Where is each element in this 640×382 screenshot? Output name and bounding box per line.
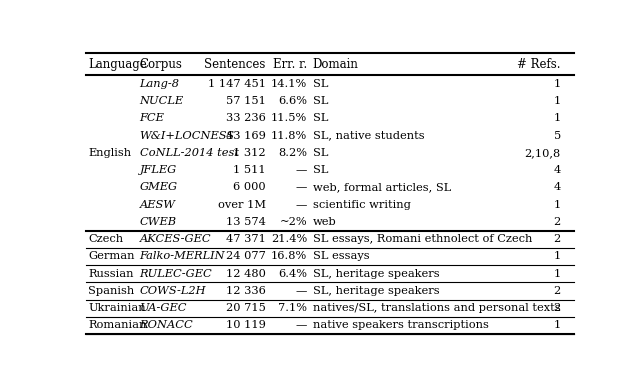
Text: Falko-MERLIN: Falko-MERLIN bbox=[140, 251, 225, 261]
Text: 2,10,8: 2,10,8 bbox=[525, 148, 561, 158]
Text: —: — bbox=[296, 165, 307, 175]
Text: scientific writing: scientific writing bbox=[313, 200, 411, 210]
Text: 16.8%: 16.8% bbox=[271, 251, 307, 261]
Text: web, formal articles, SL: web, formal articles, SL bbox=[313, 183, 451, 193]
Text: SL, native students: SL, native students bbox=[313, 131, 424, 141]
Text: SL: SL bbox=[313, 165, 328, 175]
Text: SL, heritage speakers: SL, heritage speakers bbox=[313, 269, 439, 279]
Text: 1: 1 bbox=[554, 79, 561, 89]
Text: 4: 4 bbox=[554, 165, 561, 175]
Text: SL essays: SL essays bbox=[313, 251, 369, 261]
Text: web: web bbox=[313, 217, 337, 227]
Text: 12 336: 12 336 bbox=[226, 286, 266, 296]
Text: CWEB: CWEB bbox=[140, 217, 177, 227]
Text: Sentences: Sentences bbox=[204, 58, 266, 71]
Text: 13 574: 13 574 bbox=[226, 217, 266, 227]
Text: 24 077: 24 077 bbox=[226, 251, 266, 261]
Text: 8.2%: 8.2% bbox=[278, 148, 307, 158]
Text: 1 312: 1 312 bbox=[233, 148, 266, 158]
Text: 11.8%: 11.8% bbox=[271, 131, 307, 141]
Text: 6.4%: 6.4% bbox=[278, 269, 307, 279]
Text: SL, heritage speakers: SL, heritage speakers bbox=[313, 286, 439, 296]
Text: Russian: Russian bbox=[88, 269, 134, 279]
Text: English: English bbox=[88, 148, 132, 158]
Text: Ukrainian: Ukrainian bbox=[88, 303, 146, 313]
Text: 33 236: 33 236 bbox=[226, 113, 266, 123]
Text: 2: 2 bbox=[554, 217, 561, 227]
Text: 1: 1 bbox=[554, 320, 561, 330]
Text: ~2%: ~2% bbox=[280, 217, 307, 227]
Text: Czech: Czech bbox=[88, 234, 124, 244]
Text: 10 119: 10 119 bbox=[226, 320, 266, 330]
Text: Spanish: Spanish bbox=[88, 286, 134, 296]
Text: Domain: Domain bbox=[313, 58, 358, 71]
Text: 5: 5 bbox=[554, 131, 561, 141]
Text: COWS-L2H: COWS-L2H bbox=[140, 286, 206, 296]
Text: 21.4%: 21.4% bbox=[271, 234, 307, 244]
Text: 1: 1 bbox=[554, 251, 561, 261]
Text: 6.6%: 6.6% bbox=[278, 96, 307, 106]
Text: 47 371: 47 371 bbox=[226, 234, 266, 244]
Text: Corpus: Corpus bbox=[140, 58, 182, 71]
Text: 1: 1 bbox=[554, 269, 561, 279]
Text: CoNLL-2014 test: CoNLL-2014 test bbox=[140, 148, 239, 158]
Text: RULEC-GEC: RULEC-GEC bbox=[140, 269, 212, 279]
Text: Lang-8: Lang-8 bbox=[140, 79, 180, 89]
Text: 12 480: 12 480 bbox=[226, 269, 266, 279]
Text: —: — bbox=[296, 320, 307, 330]
Text: 7.1%: 7.1% bbox=[278, 303, 307, 313]
Text: over 1M: over 1M bbox=[218, 200, 266, 210]
Text: 1: 1 bbox=[554, 113, 561, 123]
Text: 1: 1 bbox=[554, 200, 561, 210]
Text: natives/SL, translations and personal texts: natives/SL, translations and personal te… bbox=[313, 303, 561, 313]
Text: 1 511: 1 511 bbox=[233, 165, 266, 175]
Text: —: — bbox=[296, 286, 307, 296]
Text: 6 000: 6 000 bbox=[233, 183, 266, 193]
Text: 1: 1 bbox=[554, 96, 561, 106]
Text: 14.1%: 14.1% bbox=[271, 79, 307, 89]
Text: AESW: AESW bbox=[140, 200, 175, 210]
Text: SL essays, Romani ethnolect of Czech: SL essays, Romani ethnolect of Czech bbox=[313, 234, 532, 244]
Text: W&I+LOCNESS: W&I+LOCNESS bbox=[140, 131, 235, 141]
Text: RONACC: RONACC bbox=[140, 320, 193, 330]
Text: German: German bbox=[88, 251, 135, 261]
Text: 4: 4 bbox=[554, 183, 561, 193]
Text: native speakers transcriptions: native speakers transcriptions bbox=[313, 320, 488, 330]
Text: —: — bbox=[296, 183, 307, 193]
Text: NUCLE: NUCLE bbox=[140, 96, 184, 106]
Text: JFLEG: JFLEG bbox=[140, 165, 177, 175]
Text: SL: SL bbox=[313, 96, 328, 106]
Text: 57 151: 57 151 bbox=[226, 96, 266, 106]
Text: —: — bbox=[296, 200, 307, 210]
Text: # Refs.: # Refs. bbox=[517, 58, 561, 71]
Text: SL: SL bbox=[313, 79, 328, 89]
Text: Language: Language bbox=[88, 58, 147, 71]
Text: 43 169: 43 169 bbox=[226, 131, 266, 141]
Text: 20 715: 20 715 bbox=[226, 303, 266, 313]
Text: AKCES-GEC: AKCES-GEC bbox=[140, 234, 211, 244]
Text: Romanian: Romanian bbox=[88, 320, 147, 330]
Text: GMEG: GMEG bbox=[140, 183, 178, 193]
Text: 2: 2 bbox=[554, 234, 561, 244]
Text: UA-GEC: UA-GEC bbox=[140, 303, 187, 313]
Text: Err. r.: Err. r. bbox=[273, 58, 307, 71]
Text: 11.5%: 11.5% bbox=[271, 113, 307, 123]
Text: FCE: FCE bbox=[140, 113, 164, 123]
Text: SL: SL bbox=[313, 148, 328, 158]
Text: SL: SL bbox=[313, 113, 328, 123]
Text: 2: 2 bbox=[554, 303, 561, 313]
Text: 1 147 451: 1 147 451 bbox=[208, 79, 266, 89]
Text: 2: 2 bbox=[554, 286, 561, 296]
